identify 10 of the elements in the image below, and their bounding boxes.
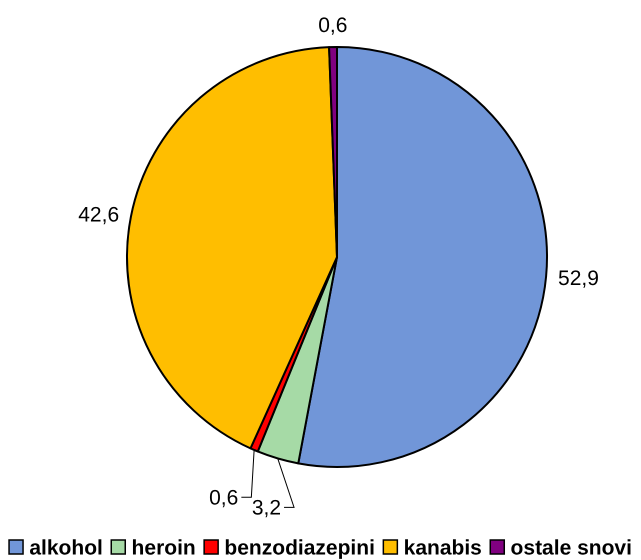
data-label: 0,6: [318, 14, 348, 37]
legend-label: ostale snovi: [510, 536, 632, 560]
legend-label: benzodiazepini: [224, 536, 375, 560]
legend-label: heroin: [132, 536, 196, 560]
legend-label: kanabis: [404, 536, 482, 560]
legend-label: alkohol: [29, 536, 103, 560]
data-label: 3,2: [252, 496, 282, 520]
data-label: 42,6: [78, 204, 120, 227]
data-label: 0,6: [209, 486, 238, 510]
data-label: 52,9: [558, 266, 599, 290]
